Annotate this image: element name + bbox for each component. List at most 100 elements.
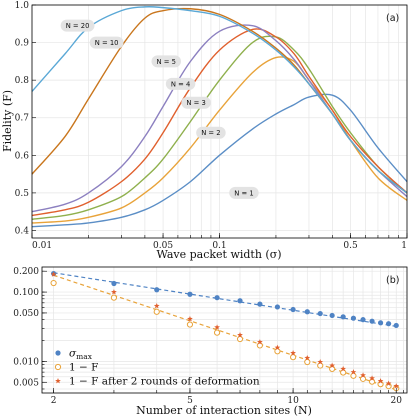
panel-b-data-point: [386, 321, 392, 327]
panel-b-data-point: [304, 358, 311, 366]
panel-b-data-point: [187, 315, 193, 322]
panel-b-y-tick-label: 0.200: [13, 267, 39, 277]
panel-b-data-point: [236, 335, 244, 343]
panel-b-fit-line: [53, 272, 397, 327]
panel-b-data-point: [290, 350, 296, 356]
panel-a-series-line-N1: [31, 93, 408, 228]
panel-b-data-point: [329, 362, 335, 369]
legend-item: 1 − F: [54, 362, 98, 374]
panel-b-x-tick-label: 20: [391, 396, 403, 406]
panel-b-data-point: [257, 301, 263, 307]
series-label-background: [89, 36, 124, 49]
panel-b-data-point: [274, 344, 281, 351]
series-label-text: N = 10: [95, 39, 119, 47]
panel-b-data-point: [340, 365, 347, 372]
series-label-background: [229, 186, 259, 199]
panel-a-series-label: N = 20: [60, 19, 95, 32]
panel-b-data-point: [257, 339, 263, 345]
panel-b-y-tick-label: 0.005: [13, 378, 39, 388]
panel-a-series-label: N = 4: [165, 77, 196, 90]
panel-a-series-label: N = 2: [196, 126, 226, 139]
panel-b-data-point: [340, 314, 346, 320]
panel-b-data-point: [377, 378, 384, 384]
legend-item: σmax: [55, 348, 93, 361]
panel-b-y-tick-label: 0.010: [13, 357, 39, 367]
panel-b-data-point: [360, 372, 366, 378]
panel-b-data-point: [317, 362, 324, 369]
panel-a-y-tick-label: 0.6: [15, 151, 30, 161]
panel-b-data-point: [385, 380, 392, 386]
panel-a-y-tick-label: 1.0: [15, 1, 30, 11]
panel-b-data-point: [274, 304, 281, 310]
panel-b-data-point: [213, 329, 221, 336]
panel-b-data-point: [153, 302, 160, 309]
panel-b-scaling-chart: 0.005 0.010 0.050 0.100 0.200 2 5 10 20 (b) Numb…: [13, 266, 408, 417]
series-label-text: N = 4: [171, 80, 190, 88]
panel-b-data-point: [111, 289, 117, 295]
panel-b-data-point: [350, 315, 357, 321]
panel-b-data-point: [350, 369, 357, 375]
panel-a-frame: [31, 4, 408, 239]
series-label-background: [60, 19, 95, 32]
panel-b-y-tick-label: 0.050: [13, 309, 39, 319]
legend-label: 1 − F: [69, 362, 98, 374]
legend-marker: [55, 350, 61, 356]
panel-b-data-point: [369, 318, 375, 324]
legend-marker: [54, 363, 62, 371]
panel-b-data-point: [214, 324, 220, 330]
panel-a-x-tick-label: 0.5: [343, 241, 358, 251]
series-label-background: [181, 96, 211, 109]
panel-b-x-tick-label: 2: [51, 396, 57, 406]
panel-a-y-tick-label: 0.7: [15, 114, 30, 124]
series-label-background: [196, 126, 226, 139]
panel-b-x-tick-label: 10: [287, 396, 299, 406]
series-label-text: N = 2: [201, 129, 220, 137]
panel-b-data-point: [290, 306, 296, 313]
panel-b-data-point: [329, 312, 335, 319]
panel-a-y-tick-label: 0.8: [15, 76, 30, 86]
series-label-text: N = 3: [186, 99, 205, 107]
panel-a-series-label: N = 3: [181, 96, 211, 109]
panel-a-series-label: N = 5: [151, 55, 182, 68]
panel-b-data-point: [369, 375, 375, 381]
series-label-background: [165, 77, 196, 90]
panel-b-x-axis-label: Number of interaction sites (N): [136, 404, 312, 417]
panel-b-data-point: [237, 332, 243, 338]
panel-b-data-point: [186, 321, 194, 328]
panel-b-frame: [41, 266, 408, 394]
panel-a-x-tick-label: 1: [401, 241, 407, 251]
panel-b-data-point: [393, 322, 399, 329]
panel-b-y-tick-label: 0.100: [13, 288, 39, 298]
panel-a-y-tick-label: 0.4: [15, 226, 30, 236]
panel-b-data-point: [256, 342, 263, 349]
panel-b-data-point: [377, 320, 384, 326]
panel-b-data-point: [317, 359, 324, 365]
panel-b-data-point: [329, 365, 336, 372]
panel-a-x-tick-label: 0.01: [32, 241, 52, 251]
panel-b-data-point: [368, 378, 376, 385]
panel-b-data-point: [187, 291, 193, 297]
panel-b-data-point: [237, 298, 243, 304]
panel-a-series-line-N4: [31, 28, 408, 217]
series-label-text: N = 1: [234, 189, 253, 197]
panel-b-data-point: [317, 310, 323, 317]
panel-a-x-tick-label: 0.05: [153, 241, 173, 251]
panel-a-series-label: N = 10: [89, 36, 124, 49]
panel-a-label: (a): [386, 13, 399, 24]
legend-marker: [55, 378, 61, 384]
panel-b-data-point: [350, 372, 357, 379]
panel-b-data-point: [111, 280, 117, 287]
panel-b-data-point: [304, 309, 310, 315]
panel-a-y-tick-label: 0.9: [15, 39, 30, 49]
panel-b-data-point: [289, 354, 297, 361]
panel-b-data-point: [110, 294, 118, 301]
panel-b-data-point: [153, 308, 160, 315]
panel-b-data-point: [50, 279, 57, 287]
panel-b-data-point: [393, 383, 400, 389]
panel-b-data-point: [50, 271, 57, 277]
panel-b-data-point: [214, 295, 220, 301]
panel-a-x-axis-label: Wave packet width (σ): [156, 248, 281, 261]
